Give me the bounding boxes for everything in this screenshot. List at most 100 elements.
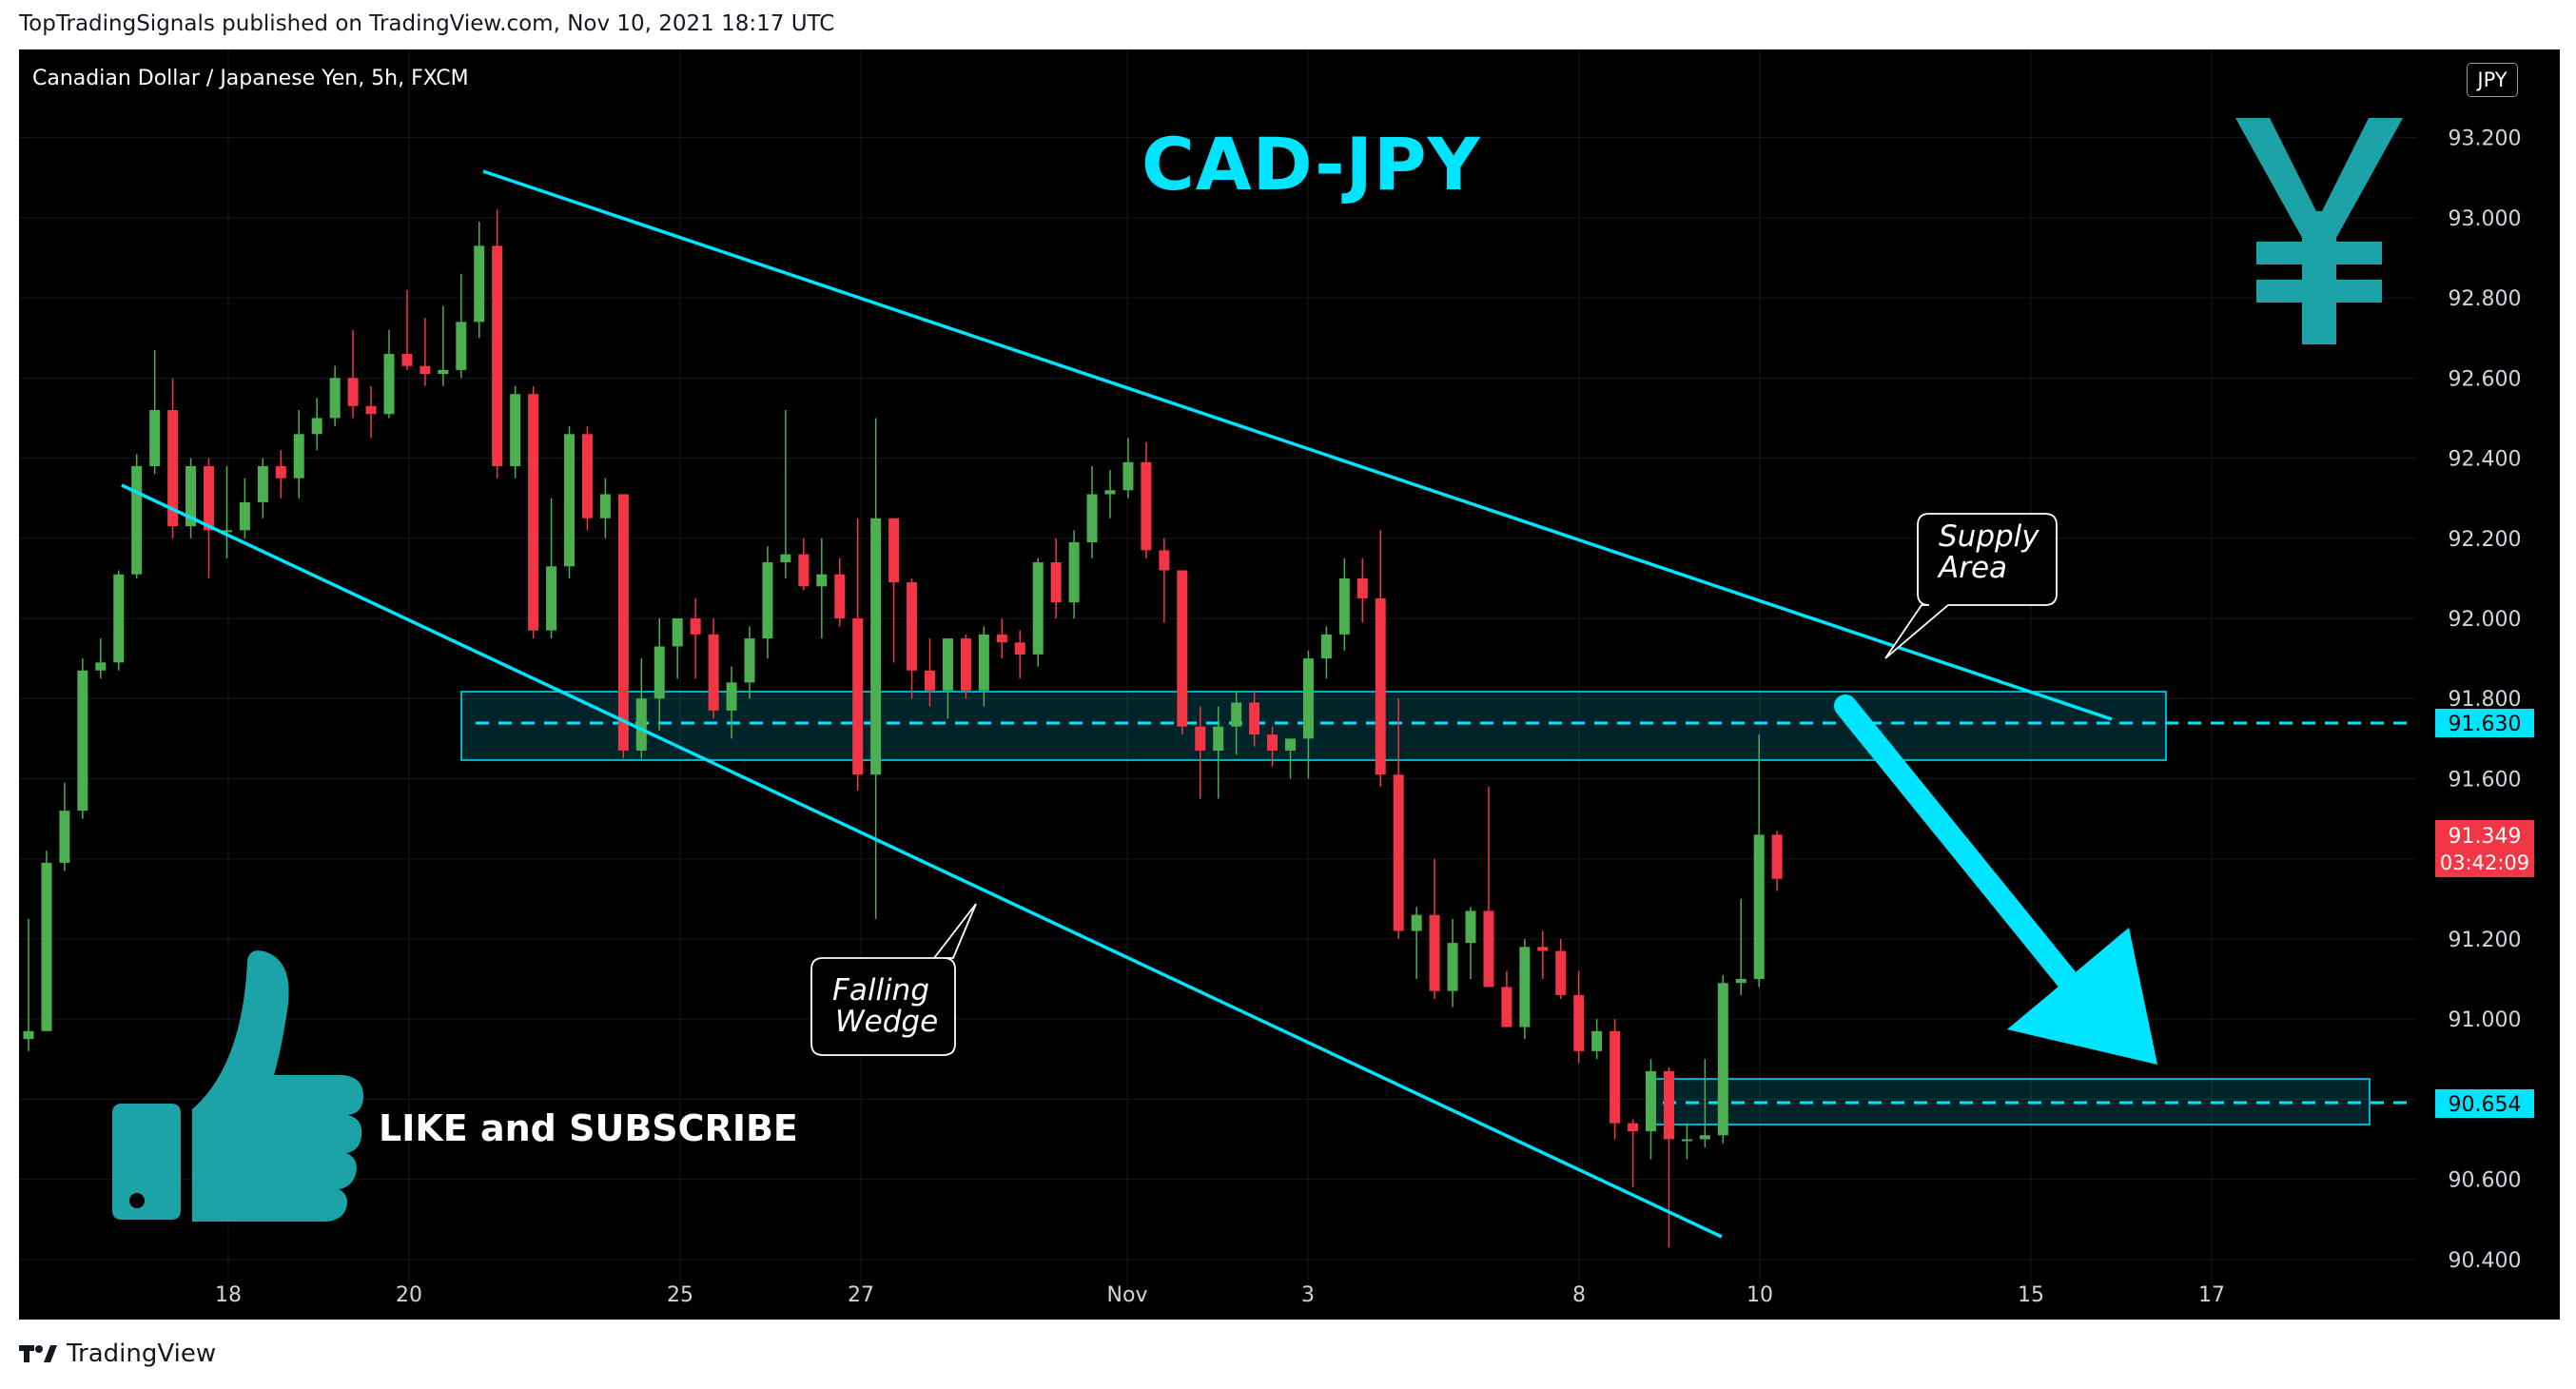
supply-zone: [460, 691, 2167, 761]
candle-body: [1014, 642, 1025, 655]
chart-area[interactable]: Supply Area Falling Wedge 93.200 93.000 92…: [19, 49, 2560, 1320]
candle-body: [978, 634, 989, 691]
candle-body: [996, 634, 1007, 643]
candle-body: [744, 638, 755, 683]
price-axis-label: 90.400: [2449, 1249, 2522, 1273]
candle-body: [95, 662, 107, 671]
resistance-price-tag-text: 91.630: [2449, 713, 2522, 736]
candle-body: [329, 378, 341, 419]
candle-body: [1519, 947, 1531, 1027]
forecast-arrow-head: [2007, 928, 2157, 1065]
candle-body: [1465, 910, 1476, 944]
supply-area-callout: [1884, 513, 2058, 659]
candle-body: [617, 494, 629, 751]
candle-body: [780, 554, 791, 563]
last-price-tag: [2435, 820, 2534, 877]
candle-body: [1141, 461, 1152, 551]
candle-body: [798, 554, 810, 587]
candlestick-chart[interactable]: Supply Area Falling Wedge 93.200 93.000 92…: [19, 49, 2560, 1320]
support-price-tag: [2435, 1089, 2534, 1118]
candle-body: [1050, 562, 1062, 603]
candle-body: [581, 434, 593, 518]
candle-body: [870, 518, 882, 775]
candle-body: [149, 410, 161, 466]
price-axis-label: 92.200: [2449, 528, 2522, 552]
resistance-price-tag: [2435, 709, 2534, 737]
countdown-text: 03:42:09: [2440, 851, 2529, 874]
candle-body: [275, 465, 286, 479]
falling-wedge-callout-text: Falling: [832, 973, 929, 1008]
chart-headline: CAD-JPY: [1142, 122, 1481, 206]
tradingview-brand-text: TradingView: [67, 1340, 217, 1368]
candle-body: [1681, 1139, 1692, 1142]
candle-body: [311, 418, 322, 435]
candle-body: [1159, 550, 1170, 571]
candle-body: [204, 465, 214, 531]
candle-body: [1610, 1030, 1621, 1124]
candle-body: [960, 638, 971, 691]
time-axis-label: 8: [1572, 1283, 1586, 1307]
candle-body: [528, 394, 539, 631]
price-axis-label: 92.600: [2449, 367, 2522, 391]
wedge-upper-trendline: [482, 169, 2113, 721]
tradingview-logo-icon: [19, 1345, 57, 1362]
candle-body: [167, 410, 179, 527]
time-axis-label: 25: [667, 1283, 693, 1307]
falling-wedge-callout: [810, 903, 977, 1056]
candle-body: [1285, 738, 1296, 751]
time-axis-label: 17: [2198, 1283, 2225, 1307]
candle-body: [1375, 597, 1386, 775]
candle-body: [401, 354, 413, 366]
candle-body: [1735, 979, 1747, 984]
candle-body: [1302, 658, 1314, 739]
candle-body: [113, 574, 125, 663]
candle-body: [1628, 1123, 1639, 1132]
candle-body: [1717, 983, 1728, 1136]
candle-body: [1483, 910, 1494, 988]
price-axis-label: 91.800: [2449, 688, 2522, 712]
candle-body: [1356, 577, 1368, 598]
supply-area-callout-text: Area: [1937, 551, 2007, 585]
candle-body: [257, 465, 268, 502]
candle-body: [888, 518, 900, 583]
candle-body: [635, 698, 647, 751]
falling-wedge-callout-text: Wedge: [835, 1005, 938, 1039]
candle-body: [438, 369, 449, 375]
publish-info: TopTradingSignals published on TradingVi…: [19, 11, 835, 36]
price-axis-label: 91.000: [2449, 1008, 2522, 1032]
currency-label[interactable]: JPY: [2467, 63, 2518, 97]
candle-body: [1429, 914, 1440, 991]
price-axis-label: 91.200: [2449, 929, 2522, 952]
candle-body: [1699, 1135, 1710, 1140]
supply-area-callout-text: Supply: [1939, 519, 2039, 554]
candle-body: [77, 670, 88, 812]
candle-body: [239, 501, 250, 531]
candle-body: [1663, 1070, 1674, 1140]
price-axis-label: 93.200: [2449, 127, 2522, 151]
support-price-tag-text: 90.654: [2449, 1093, 2522, 1117]
time-axis-label: 18: [215, 1283, 242, 1307]
price-axis-label: 91.600: [2449, 768, 2522, 792]
candle-body: [816, 574, 828, 587]
time-axis-label: Nov: [1107, 1283, 1148, 1307]
candle-body: [1086, 494, 1098, 542]
candle-body: [834, 574, 846, 619]
candle-body: [1231, 702, 1242, 727]
candle-body: [365, 405, 377, 415]
candle-body: [599, 494, 611, 518]
candle-body: [1555, 950, 1567, 995]
candle-body: [1537, 947, 1549, 951]
candle-body: [942, 638, 953, 691]
price-axis-label: 93.000: [2449, 207, 2522, 231]
candle-body: [131, 465, 143, 575]
candle-body: [1591, 1030, 1603, 1051]
candle-body: [1320, 634, 1332, 659]
candle-body: [293, 434, 304, 479]
price-axis-label: 92.800: [2449, 287, 2522, 311]
candle-body: [1195, 726, 1206, 751]
footer-brand[interactable]: TradingView: [19, 1340, 216, 1368]
yen-icon: [2235, 118, 2403, 344]
candle-body: [1771, 834, 1783, 879]
candle-body: [1411, 914, 1422, 931]
candle-body: [1122, 461, 1134, 491]
